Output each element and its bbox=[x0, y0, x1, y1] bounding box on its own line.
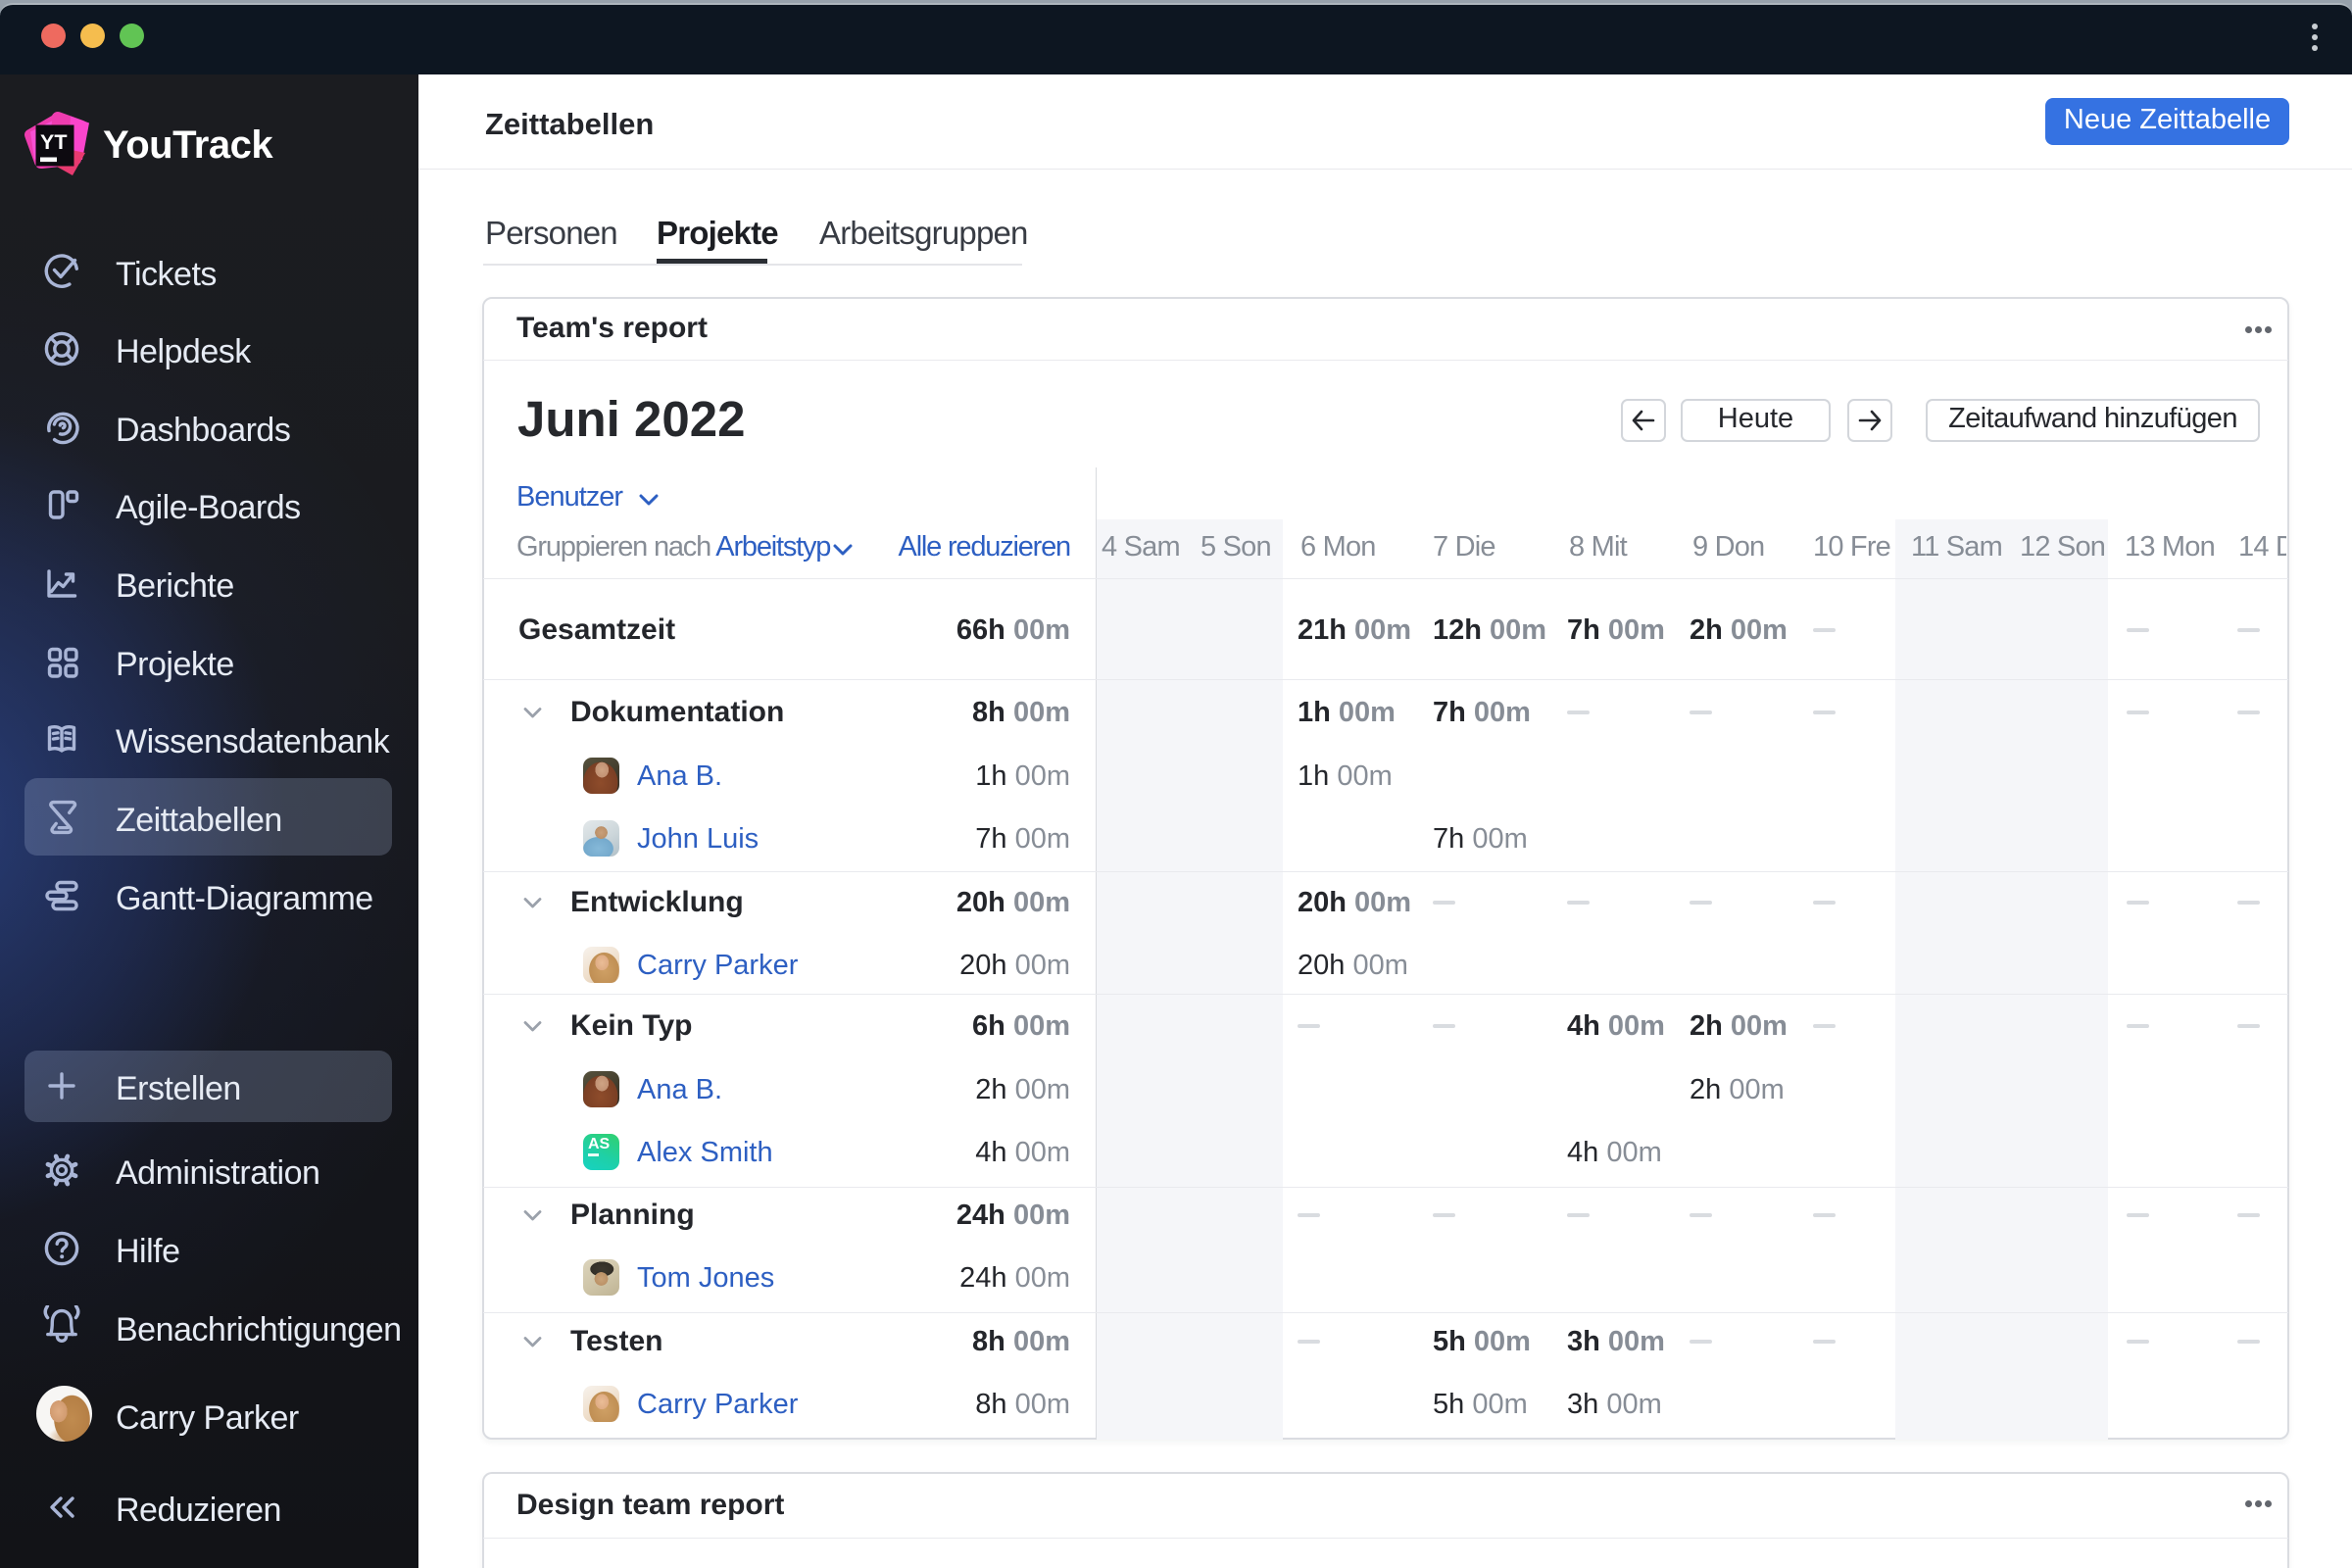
svg-text:YT: YT bbox=[40, 130, 67, 154]
